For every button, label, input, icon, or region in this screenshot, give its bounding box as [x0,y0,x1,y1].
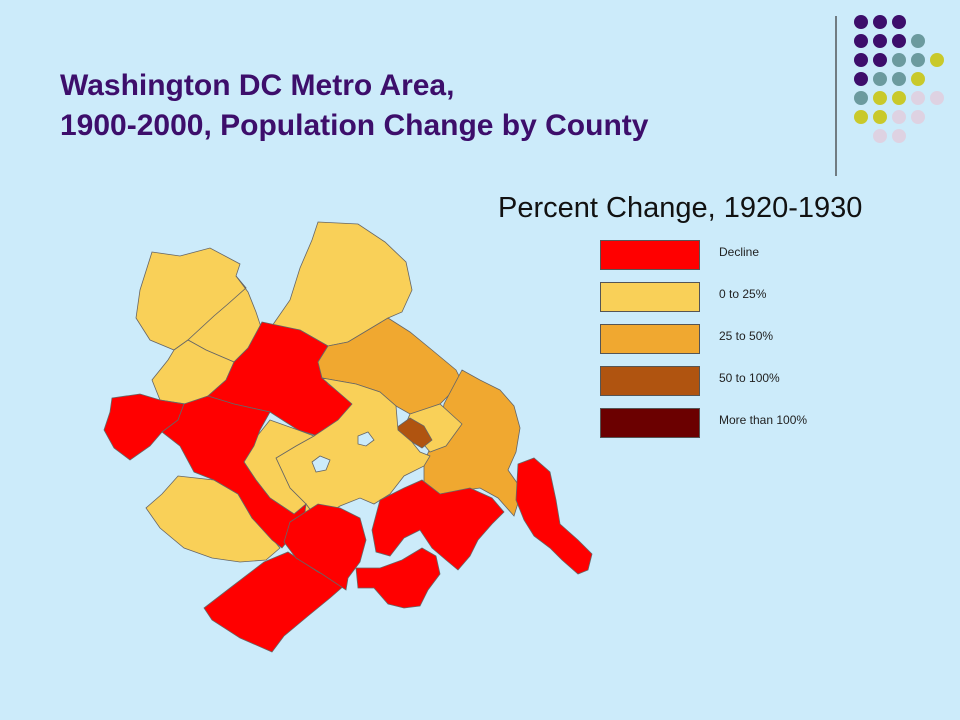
county-northeast [317,317,463,415]
legend-swatch [600,366,700,396]
county-far-east-red [515,457,593,575]
legend-item-over-100: More than 100% [600,408,900,440]
river-water-feature [311,455,331,473]
legend-label: 0 to 25% [719,287,767,301]
legend-swatch [600,282,700,312]
lake-water-feature [357,431,375,447]
legend-swatch [600,240,700,270]
legend-item-0-25: 0 to 25% [600,282,900,314]
legend-label: Decline [719,245,760,259]
county-east-red [371,479,505,571]
legend-swatch [600,408,700,438]
county-south-center-red [283,503,367,591]
legend-item-decline: Decline [600,240,900,272]
legend-item-50-100: 50 to 100% [600,366,900,398]
title-line-2: 1900-2000, Population Change by County [60,109,649,142]
legend-label: 50 to 100% [719,371,780,385]
title-line-1: Washington DC Metro Area, [60,69,455,102]
map-title: Percent Change, 1920-1930 [498,192,863,224]
legend-label: More than 100% [719,413,808,427]
map-legend: Decline 0 to 25% 25 to 50% 50 to 100% Mo… [600,240,900,450]
legend-item-25-50: 25 to 50% [600,324,900,356]
legend-swatch [600,324,700,354]
legend-label: 25 to 50% [719,329,774,343]
county-west-red [103,393,185,461]
page-title: Washington DC Metro Area, 1900-2000, Pop… [60,66,800,146]
county-south-east-red [355,547,441,609]
